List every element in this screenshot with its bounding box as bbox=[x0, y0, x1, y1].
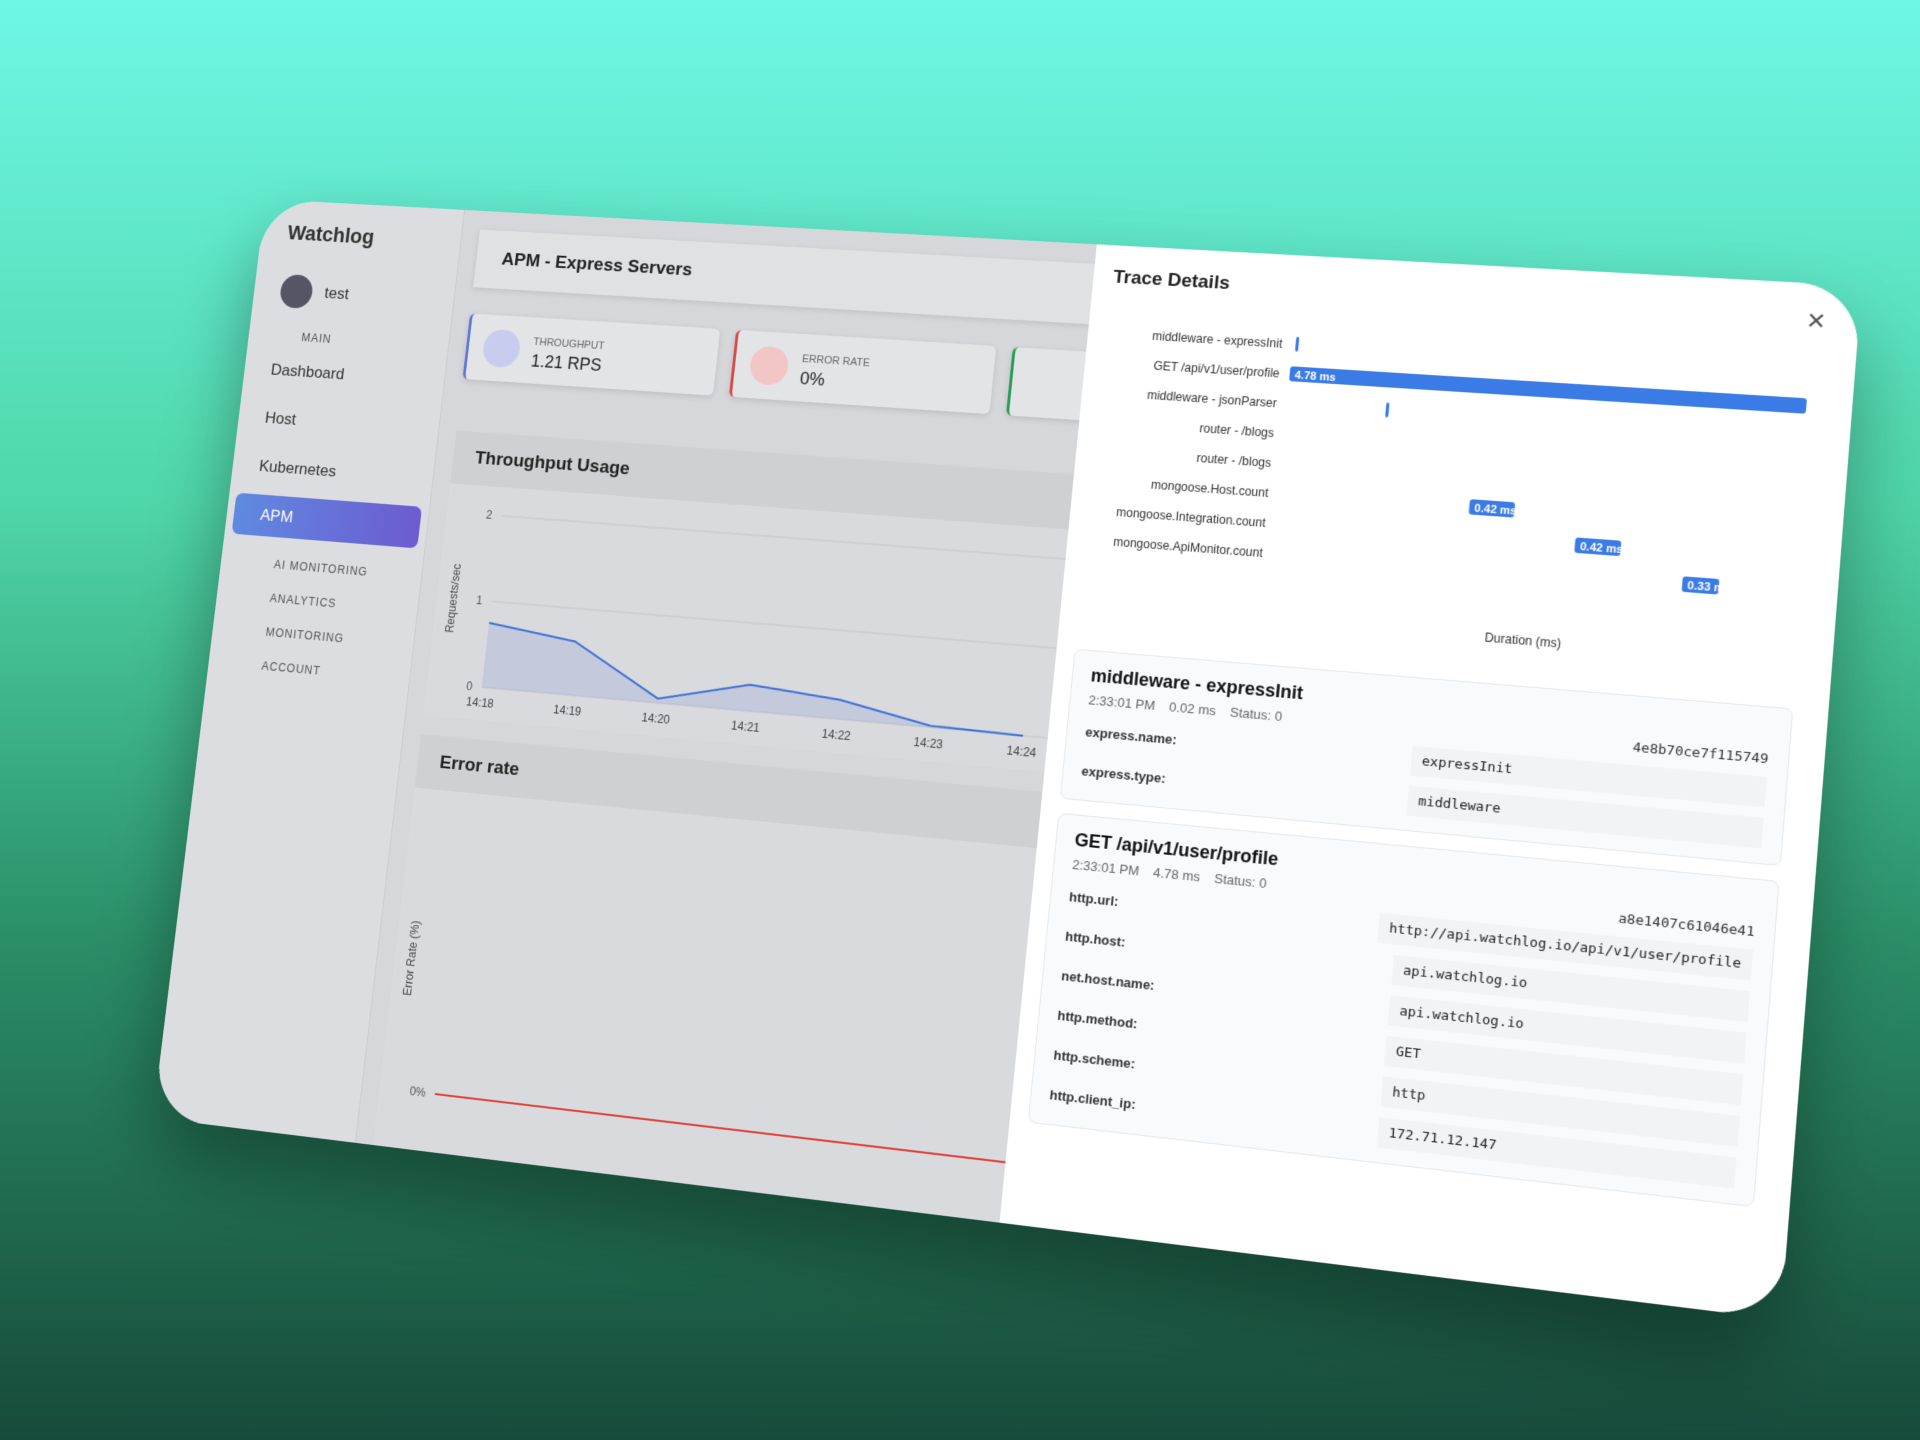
chart: Error Rate (%) 0% bbox=[402, 920, 1082, 1223]
avatar bbox=[278, 273, 315, 310]
x-tick-label: 14:20 bbox=[641, 712, 670, 727]
user-name: test bbox=[323, 283, 350, 303]
meta-duration: 4.78 ms bbox=[1152, 864, 1201, 885]
y-tick-label: 2 bbox=[485, 510, 492, 522]
user[interactable]: test bbox=[278, 273, 351, 311]
y-tick-label: 0 bbox=[466, 681, 473, 694]
span-label: 0.42 ms bbox=[1474, 502, 1517, 518]
nav-item[interactable]: Kubernetes bbox=[258, 456, 338, 481]
panel-title: Trace Details bbox=[1112, 266, 1231, 294]
stat-card: THROUGHPUT 1.21 RPS bbox=[462, 313, 721, 396]
y-axis-label: Requests/sec bbox=[444, 563, 463, 633]
app-window: Watchlog test MAIN Dashboard Host Kubernete… bbox=[152, 199, 1862, 1320]
x-tick-label: 14:24 bbox=[1006, 745, 1038, 760]
span-name: mongoose.Integration.count bbox=[1116, 507, 1267, 530]
chart-card: Throughput Usage Requests/sec 0 1 2 14:18 14:… bbox=[423, 430, 1097, 777]
span-label: 4.78 ms bbox=[1294, 369, 1336, 384]
x-tick-label: 14:19 bbox=[553, 704, 582, 719]
nav-item[interactable]: Host bbox=[264, 408, 297, 429]
stat-icon bbox=[481, 328, 522, 369]
waterfall: middleware - expressInit GET /api/v1/user… bbox=[1113, 331, 1807, 651]
x-tick-label: 14:22 bbox=[821, 728, 851, 743]
meta-status: Status: 0 bbox=[1229, 704, 1284, 725]
span-bar bbox=[1385, 402, 1390, 418]
chart: Requests/sec 0 1 2 14:18 14:19 14:20 14:21 14:22… bbox=[444, 510, 1097, 760]
app: Watchlog test MAIN Dashboard Host Kubernete… bbox=[152, 199, 1097, 1223]
x-tick-label: 14:21 bbox=[730, 720, 760, 735]
span-bar bbox=[1289, 366, 1807, 414]
span-name: mongoose.Host.count bbox=[1150, 479, 1269, 500]
nav-item[interactable]: Dashboard bbox=[269, 360, 346, 384]
span-name: mongoose.ApiMonitor.count bbox=[1113, 536, 1264, 560]
y-axis-label: Error Rate (%) bbox=[402, 920, 422, 996]
trace-panel: Trace Details ✕ middleware - expressInit… bbox=[999, 244, 1862, 1320]
span-details: middleware - expressInit 2:33:01 PM 0.02 m… bbox=[1027, 648, 1794, 1208]
span-id: a8e1407c61046e41 bbox=[1617, 911, 1756, 941]
span-name: router - /blogs bbox=[1199, 423, 1275, 440]
close-button[interactable]: ✕ bbox=[1805, 307, 1828, 335]
brand: Watchlog bbox=[286, 220, 376, 249]
span-label: 0.33 ms bbox=[1687, 579, 1732, 595]
chart-card: Error rate Error Rate (%) 0% bbox=[372, 734, 1088, 1223]
span-name: middleware - jsonParser bbox=[1146, 390, 1277, 411]
y-tick-label: 1 bbox=[476, 595, 483, 607]
x-axis-label: Duration (ms) bbox=[1484, 632, 1562, 651]
nav: MAIN Dashboard Host Kubernetes APM AI MONITOR… bbox=[208, 328, 449, 686]
meta-duration: 0.02 ms bbox=[1168, 699, 1217, 719]
nav-item[interactable]: APM bbox=[231, 492, 423, 549]
grid-line bbox=[492, 601, 1097, 652]
span-label: 0.42 ms bbox=[1579, 540, 1623, 556]
stat-card: ERROR RATE 0% bbox=[728, 329, 997, 415]
y-tick-label: 0% bbox=[409, 1086, 426, 1100]
span-detail: GET /api/v1/user/profile 2:33:01 PM 4.78 m… bbox=[1027, 812, 1780, 1208]
span-bar bbox=[1294, 336, 1300, 352]
line bbox=[435, 1094, 1071, 1170]
meta-time: 2:33:01 PM bbox=[1087, 692, 1156, 714]
span-name: router - /blogs bbox=[1196, 453, 1272, 471]
x-tick-label: 14:18 bbox=[465, 696, 494, 711]
meta-status: Status: 0 bbox=[1213, 870, 1268, 892]
meta-time: 2:33:01 PM bbox=[1071, 856, 1140, 879]
x-tick-label: 14:23 bbox=[913, 737, 944, 752]
stat-icon bbox=[748, 345, 791, 387]
span-name: middleware - expressInit bbox=[1152, 331, 1284, 351]
page-title: APM - Express Servers bbox=[473, 229, 1097, 329]
span-name: GET /api/v1/user/profile bbox=[1153, 360, 1280, 380]
